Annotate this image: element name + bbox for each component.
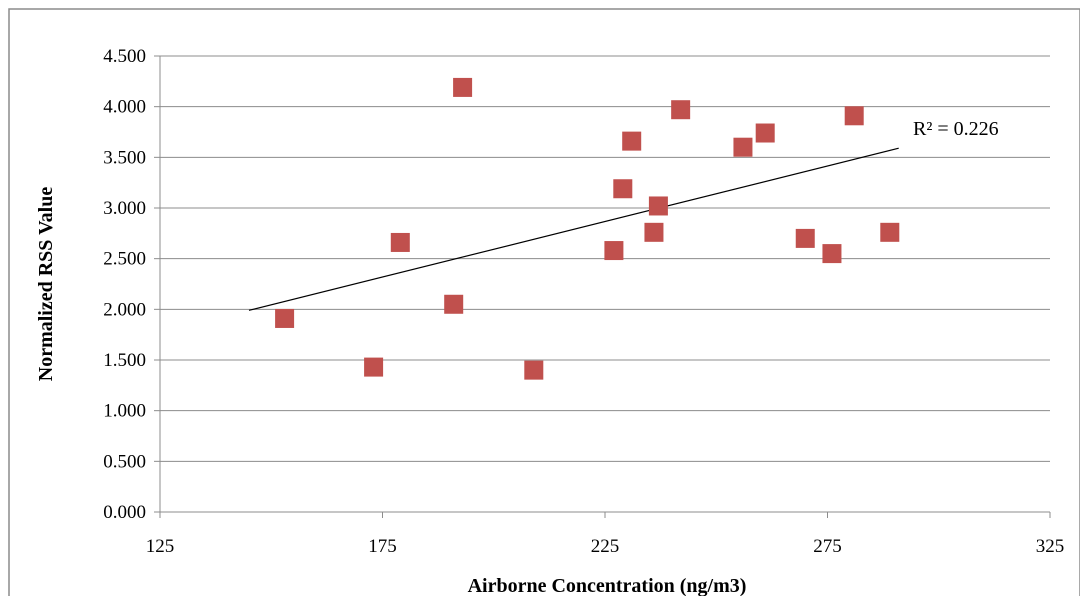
data-point bbox=[644, 222, 664, 242]
y-tick-label: 4.500 bbox=[103, 46, 146, 67]
chart-border bbox=[8, 8, 1080, 600]
data-point bbox=[390, 232, 410, 252]
data-point bbox=[275, 308, 295, 328]
data-point bbox=[755, 123, 775, 143]
x-tick-label: 125 bbox=[146, 536, 175, 557]
data-point bbox=[622, 131, 642, 151]
data-point bbox=[880, 222, 900, 242]
y-tick-label: 2.500 bbox=[103, 249, 146, 270]
y-tick-label: 1.000 bbox=[103, 401, 146, 422]
x-tick-label: 225 bbox=[591, 536, 620, 557]
y-tick-label: 1.500 bbox=[103, 350, 146, 371]
data-point bbox=[364, 357, 384, 377]
x-tick-label: 325 bbox=[1036, 536, 1065, 557]
y-tick-label: 2.000 bbox=[103, 299, 146, 320]
data-point bbox=[795, 228, 815, 248]
data-point bbox=[822, 244, 842, 264]
data-point bbox=[733, 137, 753, 157]
data-points bbox=[275, 77, 900, 380]
data-point bbox=[524, 360, 544, 380]
trendline bbox=[248, 147, 899, 311]
data-point bbox=[613, 179, 633, 199]
data-point bbox=[444, 294, 464, 314]
y-tick-label: 3.000 bbox=[103, 198, 146, 219]
x-axis-title: Airborne Concentration (ng/m3) bbox=[468, 575, 747, 596]
x-tick-label: 275 bbox=[813, 536, 842, 557]
y-tick-label: 3.500 bbox=[103, 147, 146, 168]
tick-labels: 0.000 0.500 1.000 1.500 2.000 2.500 3.000 3.500… bbox=[103, 46, 1064, 557]
data-point bbox=[671, 100, 691, 120]
trendline-group bbox=[248, 147, 899, 311]
axes bbox=[154, 55, 1051, 518]
y-tick-label: 4.000 bbox=[103, 97, 146, 118]
data-point bbox=[648, 196, 668, 216]
y-axis-title: Normalized RSS Value bbox=[35, 187, 57, 382]
data-point bbox=[453, 77, 473, 97]
data-point bbox=[844, 106, 864, 126]
y-tick-label: 0.500 bbox=[103, 451, 146, 472]
y-tick-label: 0.000 bbox=[103, 502, 146, 523]
x-tick-label: 175 bbox=[368, 536, 397, 557]
data-point bbox=[604, 241, 624, 261]
r-squared-annotation: R² = 0.226 bbox=[913, 118, 999, 140]
